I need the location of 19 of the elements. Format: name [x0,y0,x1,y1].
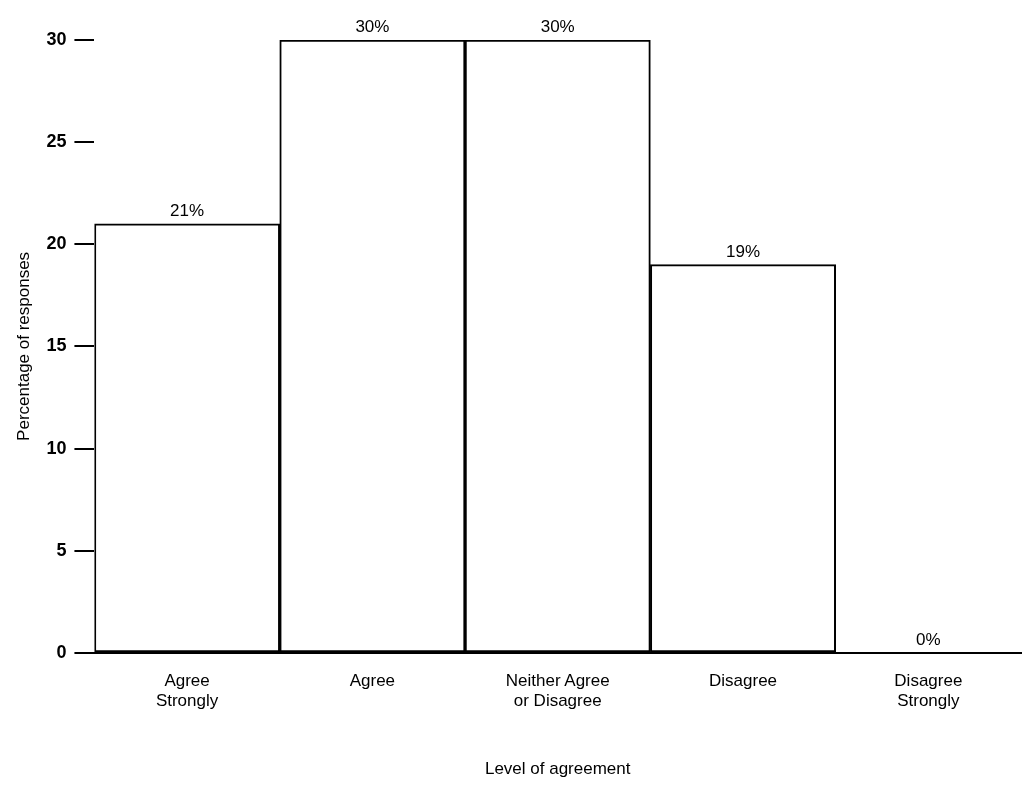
data-label: 21% [170,201,205,221]
y-tick-label: 15 [46,335,67,356]
data-label: 19% [726,241,761,261]
y-tick-label: 10 [46,437,67,458]
x-tick-label: Disagree [709,670,778,690]
y-tick-label: 0 [56,641,67,662]
y-tick-label: 5 [56,539,67,560]
y-axis-title: Percentage of responses [13,251,33,441]
y-tick-label: 25 [46,131,67,152]
y-tick-label: 20 [46,233,67,254]
x-tick-label: Agree [349,670,396,690]
data-label: 30% [355,17,390,37]
x-tick-label: Neither Agree or Disagree [505,670,610,711]
x-tick-label: Agree Strongly [155,670,219,711]
data-label: 30% [540,17,575,37]
y-tick-label: 30 [46,28,67,49]
x-axis-title: Level of agreement [484,759,631,779]
data-label: 0% [916,629,941,649]
x-tick-label: Disagree Strongly [894,670,963,711]
